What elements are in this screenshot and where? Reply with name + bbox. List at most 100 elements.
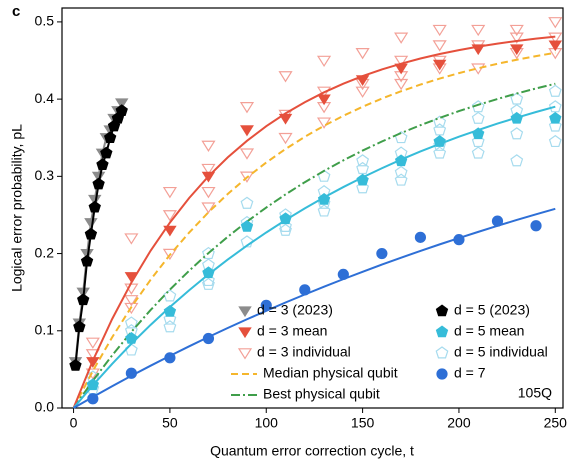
marker-tri-down — [548, 17, 563, 29]
marker-tri-down — [124, 233, 139, 245]
marker-pentagon — [163, 312, 177, 325]
y-tick-label: 0.1 — [35, 321, 55, 337]
marker-tri-down — [85, 337, 100, 349]
marker-pentagon — [548, 100, 562, 113]
marker-pentagon — [124, 343, 138, 356]
marker-pentagon — [433, 135, 446, 147]
y-tick-label: 0.2 — [35, 244, 55, 260]
marker-tri-down — [88, 194, 102, 206]
marker-pentagon — [433, 115, 447, 128]
marker-tri-down — [509, 24, 524, 37]
marker-pentagon — [356, 154, 370, 167]
marker-tri-down — [278, 132, 293, 145]
y-axis-label: Logical error probability, pL — [9, 124, 25, 292]
marker-tri-down — [471, 44, 485, 56]
marker-pentagon — [471, 111, 485, 124]
marker-pentagon — [163, 289, 177, 302]
marker-pentagon — [394, 173, 408, 186]
marker-pentagon — [202, 266, 215, 279]
marker-tri-down — [124, 302, 139, 315]
marker-pentagon — [163, 304, 177, 317]
marker-tri-down — [162, 248, 177, 261]
y-tick-label: 0.0 — [35, 399, 55, 415]
marker-pentagon — [549, 111, 562, 124]
x-axis-label: Quantum error correction cycle, t — [210, 443, 414, 459]
marker-tri-down — [240, 125, 254, 137]
y-tick-label: 0.4 — [35, 90, 55, 106]
marker-tri-down — [355, 75, 370, 86]
marker-tri-down — [509, 32, 524, 44]
marker-pentagon — [77, 293, 90, 306]
marker-pentagon — [73, 320, 86, 333]
plot-frame — [61, 7, 564, 409]
marker-tri-down — [355, 86, 370, 98]
marker-tri-down — [201, 186, 216, 199]
legend-label: d = 5 (2023) — [454, 302, 530, 318]
marker-pentagon — [510, 111, 523, 124]
marker-tri-down — [84, 218, 98, 229]
marker-circle — [414, 231, 427, 243]
marker-pentagon — [125, 332, 138, 344]
marker-tri-down — [201, 140, 216, 152]
marker-tri-down — [237, 348, 253, 360]
marker-tri-down — [432, 40, 447, 52]
marker-tri-down — [162, 210, 177, 222]
marker-tri-down — [510, 44, 524, 56]
marker-pentagon — [124, 316, 138, 329]
marker-circle — [87, 393, 99, 405]
marker-tri-down — [91, 171, 106, 183]
marker-pentagon — [510, 154, 524, 167]
marker-pentagon — [356, 173, 369, 186]
legend-label: d = 3 (2023) — [257, 302, 333, 318]
marker-pentagon — [472, 127, 485, 140]
line — [72, 51, 556, 409]
marker-circle — [125, 367, 137, 379]
marker-pentagon — [103, 131, 117, 143]
marker-pentagon — [317, 204, 331, 217]
marker-tri-down — [548, 40, 563, 52]
marker-tri-down — [163, 225, 177, 237]
marker-tri-down — [278, 113, 293, 125]
marker-pentagon — [80, 254, 94, 267]
marker-circle — [436, 368, 448, 380]
marker-tri-down — [80, 248, 94, 260]
marker-tri-down — [86, 357, 100, 368]
marker-pentagon — [100, 146, 113, 159]
marker-circle — [202, 332, 215, 345]
legend-label: Best physical qubit — [263, 386, 380, 402]
marker-pentagon — [510, 127, 524, 140]
marker-pentagon — [240, 220, 254, 232]
x-tick-label: 200 — [447, 415, 471, 431]
marker-tri-down — [239, 171, 255, 183]
line — [72, 82, 556, 409]
marker-pentagon — [435, 346, 449, 359]
marker-pentagon — [433, 146, 447, 159]
marker-pentagon — [69, 359, 82, 371]
marker-tri-down — [355, 47, 370, 60]
marker-pentagon — [394, 165, 408, 178]
marker-pentagon — [202, 277, 215, 290]
marker-pentagon — [548, 84, 562, 97]
legend-label: d = 5 individual — [454, 344, 548, 360]
marker-tri-down — [471, 24, 486, 37]
marker-tri-down — [316, 117, 332, 129]
marker-tri-down — [124, 295, 139, 307]
marker-pentagon — [435, 325, 449, 338]
marker-pentagon — [115, 104, 128, 116]
marker-tri-down — [394, 32, 409, 44]
marker-tri-down — [162, 186, 177, 199]
marker-circle — [337, 268, 349, 281]
line — [73, 207, 556, 409]
marker-tri-down — [201, 163, 216, 176]
marker-pentagon — [88, 200, 101, 213]
marker-tri-down — [548, 32, 563, 44]
annotation: 105Q — [518, 385, 552, 401]
legend-label: d = 5 mean — [454, 323, 524, 339]
x-tick-label: 150 — [351, 415, 375, 431]
marker-tri-down — [316, 55, 332, 68]
marker-pentagon — [435, 304, 449, 317]
legend: d = 3 (2023) d = 5 (2023) d = 3 mean d = 5 … — [231, 302, 548, 402]
marker-pentagon — [356, 161, 370, 175]
marker-pentagon — [86, 378, 100, 391]
